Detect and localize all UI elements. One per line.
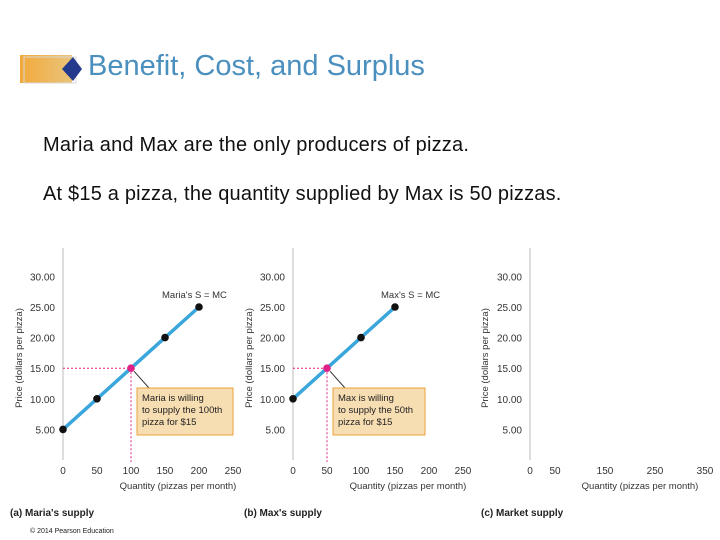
x-tick-label: 50 xyxy=(321,466,333,477)
data-point xyxy=(195,303,203,311)
highlight-point xyxy=(323,364,331,372)
data-point xyxy=(357,333,365,342)
y-axis-label: Price (dollars per pizza) xyxy=(14,308,25,408)
callout-text: pizza for $15 xyxy=(142,417,196,428)
x-tick-label: 0 xyxy=(527,466,533,477)
y-tick-label: 5.00 xyxy=(36,425,56,436)
copyright-notice: © 2014 Pearson Education xyxy=(30,528,114,535)
supply-curve-label: Maria's S = MC xyxy=(162,290,227,301)
x-axis-label: Quantity (pizzas per month) xyxy=(582,481,699,492)
x-tick-label: 150 xyxy=(597,466,614,477)
x-tick-label: 200 xyxy=(421,466,438,477)
callout-text: to supply the 50th xyxy=(338,405,413,416)
callout-box xyxy=(332,387,426,436)
y-tick-label: 10.00 xyxy=(260,395,285,406)
supply-curve-label: Max's S = MC xyxy=(381,290,440,301)
x-tick-label: 0 xyxy=(290,466,296,477)
y-tick-label: 30.00 xyxy=(260,272,285,283)
data-point xyxy=(161,333,169,342)
x-axis-label: Quantity (pizzas per month) xyxy=(120,481,237,492)
callout-text: Max is willing xyxy=(338,393,394,404)
title-bullet-icon xyxy=(20,55,82,84)
panel-caption: (b) Max's supply xyxy=(244,508,322,519)
x-tick-label: 150 xyxy=(387,466,404,477)
callout-pointer xyxy=(133,370,150,389)
x-tick-label: 150 xyxy=(157,466,174,477)
body-line-1: Maria and Max are the only producers of … xyxy=(43,134,470,156)
y-axis-label: Price (dollars per pizza) xyxy=(480,308,491,408)
y-tick-label: 10.00 xyxy=(30,395,55,406)
highlight-point xyxy=(127,364,135,372)
callout-text: Maria is willing xyxy=(142,393,204,404)
slide-title: Benefit, Cost, and Surplus xyxy=(88,50,425,82)
x-tick-label: 250 xyxy=(647,466,664,477)
supply-charts: 5.00 10.00 15.00 20.00 25.00 30.00 Price (doll… xyxy=(10,248,714,519)
y-tick-label: 20.00 xyxy=(497,334,522,345)
x-tick-label: 100 xyxy=(123,466,140,477)
y-tick-label: 10.00 xyxy=(497,395,522,406)
body-line-2: At $15 a pizza, the quantity supplied by… xyxy=(43,183,562,205)
y-tick-label: 25.00 xyxy=(260,303,285,314)
callout-text: to supply the 100th xyxy=(142,405,222,416)
data-point xyxy=(59,425,67,434)
data-point xyxy=(93,395,101,403)
panel-caption: (a) Maria's supply xyxy=(10,508,95,519)
panel-caption: (c) Market supply xyxy=(481,508,564,519)
x-tick-label: 0 xyxy=(60,466,66,477)
y-tick-label: 30.00 xyxy=(30,272,55,283)
callout-box xyxy=(136,387,234,436)
x-tick-label: 250 xyxy=(455,466,472,477)
x-tick-label: 100 xyxy=(353,466,370,477)
y-tick-label: 25.00 xyxy=(497,303,522,314)
y-tick-label: 15.00 xyxy=(497,364,522,375)
callout-text: pizza for $15 xyxy=(338,417,392,428)
y-tick-label: 25.00 xyxy=(30,303,55,314)
x-tick-label: 250 xyxy=(225,466,242,477)
chart-panel-1: 5.00 10.00 15.00 20.00 25.00 30.00 Price (doll… xyxy=(10,248,242,519)
y-tick-label: 5.00 xyxy=(266,425,286,436)
x-tick-label: 50 xyxy=(91,466,103,477)
x-tick-label: 350 xyxy=(697,466,714,477)
y-tick-label: 20.00 xyxy=(30,334,55,345)
x-tick-label: 200 xyxy=(191,466,208,477)
data-point xyxy=(391,303,399,311)
x-tick-label: 50 xyxy=(549,466,561,477)
x-axis-label: Quantity (pizzas per month) xyxy=(350,481,467,492)
y-tick-label: 30.00 xyxy=(497,272,522,283)
supply-curve-line xyxy=(291,305,397,401)
data-point xyxy=(289,395,297,403)
y-tick-label: 5.00 xyxy=(503,425,523,436)
y-tick-label: 20.00 xyxy=(260,334,285,345)
callout-pointer xyxy=(329,370,346,389)
y-axis-label: Price (dollars per pizza) xyxy=(244,308,255,408)
y-tick-label: 15.00 xyxy=(260,364,285,375)
y-tick-label: 15.00 xyxy=(30,364,55,375)
chart-panel-3: 5.00 10.00 15.00 20.00 25.00 30.00 Price (doll… xyxy=(480,248,714,519)
chart-panel-2: 5.00 10.00 15.00 20.00 25.00 30.00 Price (doll… xyxy=(244,248,472,519)
